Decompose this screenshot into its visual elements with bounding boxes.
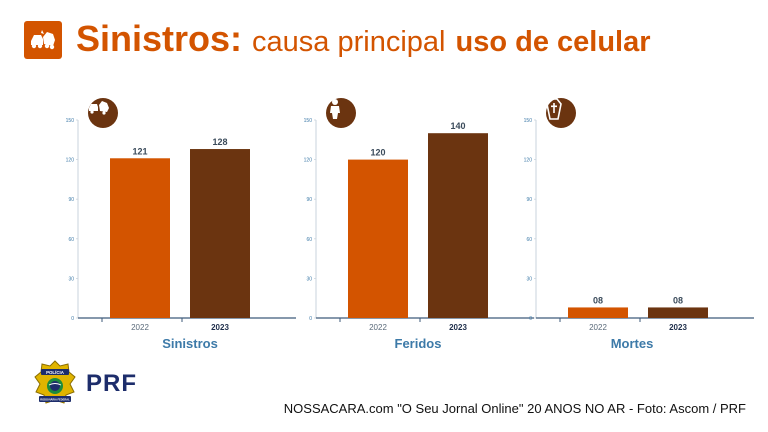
- value-label: 128: [212, 137, 227, 147]
- value-label: 140: [450, 121, 465, 131]
- bar-2023: [648, 307, 708, 318]
- value-label: 08: [673, 295, 683, 305]
- photo-credit: NOSSACARA.com "O Seu Jornal Online" 20 A…: [283, 401, 746, 416]
- chart-sinistros-svg: 0 30 60 90 120 150 121 2022 128 2023: [66, 118, 296, 332]
- x-tick-label: 2023: [669, 323, 687, 332]
- x-tick-label: 2023: [211, 323, 229, 332]
- y-tick-label: 30: [526, 276, 532, 282]
- x-tick-label: 2022: [369, 323, 387, 332]
- y-tick-label: 90: [306, 197, 312, 203]
- y-tick-label: 150: [524, 118, 533, 124]
- car-crash-icon: [88, 98, 118, 128]
- category-label-feridos: Feridos: [394, 336, 442, 351]
- chart-sinistros: 0 30 60 90 120 150 121 2022 128 2023 Sinistros: [60, 90, 296, 360]
- y-tick-label: 30: [68, 276, 74, 282]
- header: Sinistros: causa principal uso de celula…: [24, 18, 651, 62]
- x-tick-label: 2022: [589, 323, 607, 332]
- chart-mortes: 0 30 60 90 120 150 08 2022 08 2023 Mortes: [518, 90, 754, 360]
- title-tail: uso de celular: [455, 25, 651, 58]
- injured-person-icon: [326, 98, 356, 128]
- value-label: 121: [132, 146, 147, 156]
- y-tick-label: 30: [306, 276, 312, 282]
- x-tick-label: 2023: [449, 323, 467, 332]
- bar-2023: [428, 133, 488, 318]
- y-tick-label: 60: [526, 237, 532, 243]
- coffin-cross-icon: [546, 98, 576, 128]
- y-tick-label: 150: [66, 118, 75, 124]
- title-mid: causa principal: [252, 25, 446, 58]
- bar-2023: [190, 149, 250, 318]
- y-tick-label: 120: [524, 158, 533, 164]
- x-tick-label: 2022: [131, 323, 149, 332]
- bar-2022: [348, 159, 408, 318]
- chart-feridos: 0 30 60 90 120 150 120 2022 140 2023 Feridos: [298, 90, 534, 360]
- prf-logo: POLÍCIA RODOVIÁRIA FEDERAL PRF: [34, 360, 137, 408]
- y-tick-label: 0: [529, 316, 532, 322]
- badge-bottom-text: RODOVIÁRIA FEDERAL: [40, 396, 70, 401]
- badge-top-text: POLÍCIA: [46, 370, 65, 375]
- title-main: Sinistros:: [76, 17, 243, 59]
- y-tick-label: 150: [304, 118, 313, 124]
- y-tick-label: 120: [66, 158, 75, 164]
- y-tick-label: 60: [68, 237, 74, 243]
- category-label-sinistros: Sinistros: [162, 336, 218, 351]
- car-crash-icon: [24, 21, 62, 59]
- prf-logo-text: PRF: [86, 370, 137, 397]
- category-label-mortes: Mortes: [610, 336, 654, 351]
- y-tick-label: 90: [68, 197, 74, 203]
- y-tick-label: 120: [304, 158, 313, 164]
- chart-mortes-svg: 0 30 60 90 120 150 08 2022 08 2023: [524, 118, 754, 332]
- chart-feridos-svg: 0 30 60 90 120 150 120 2022 140 2023: [304, 118, 534, 332]
- y-tick-label: 60: [306, 237, 312, 243]
- y-tick-label: 0: [71, 316, 74, 322]
- y-tick-label: 90: [526, 197, 532, 203]
- value-label: 08: [593, 295, 603, 305]
- value-label: 120: [370, 148, 385, 158]
- prf-badge-icon: POLÍCIA RODOVIÁRIA FEDERAL: [34, 360, 76, 404]
- bar-2022: [110, 158, 170, 318]
- page-title: Sinistros: causa principal uso de celula…: [76, 17, 651, 64]
- charts-area: 0 30 60 90 120 150 121 2022 128 2023 Sinistros 0 3…: [0, 90, 768, 360]
- y-tick-label: 0: [309, 316, 312, 322]
- bar-2022: [568, 307, 628, 318]
